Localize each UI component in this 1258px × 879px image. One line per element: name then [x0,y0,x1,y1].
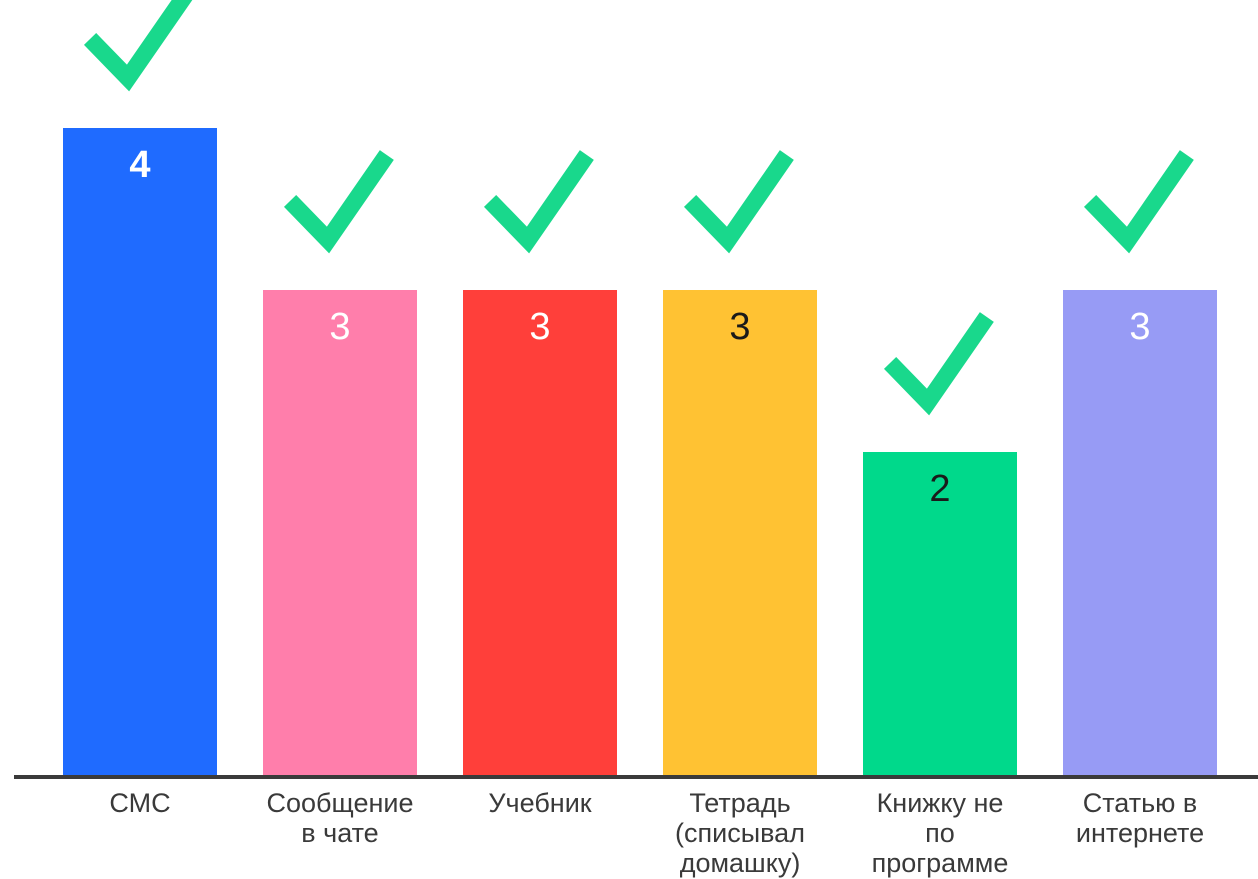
checkmark-icon [283,150,394,254]
bar [1063,290,1217,776]
bar [263,290,417,776]
bar [463,290,617,776]
bar-value-label: 2 [929,468,950,510]
checkmark-icon [683,150,794,254]
checkmark-icon [483,150,594,254]
category-label: Книжку не по программе [872,788,1009,878]
checkmark-icon [883,312,994,416]
category-label: Статью в интернете [1076,788,1204,848]
category-label: СМС [109,788,170,818]
bar-value-label: 4 [129,144,150,186]
bar-value-label: 3 [729,306,750,348]
bar-value-label: 3 [329,306,350,348]
checkmark-icon [1083,150,1194,254]
category-label: Сообщение в чате [267,788,414,848]
checkmark-icon [83,0,193,92]
bar-value-label: 3 [1129,306,1150,348]
bars-group [63,128,1217,776]
value-labels-group: 4 3 3 3 2 3 [129,144,1150,510]
bar [863,452,1017,776]
bar [663,290,817,776]
category-label: Тетрадь (списывал домашку) [675,788,805,878]
bar [63,128,217,776]
category-labels-group: СМС Сообщение в чате Учебник Тетрадь (списыва… [109,788,1204,878]
category-label: Учебник [488,788,591,818]
bar-value-label: 3 [529,306,550,348]
checkmarks-group [83,0,1194,416]
